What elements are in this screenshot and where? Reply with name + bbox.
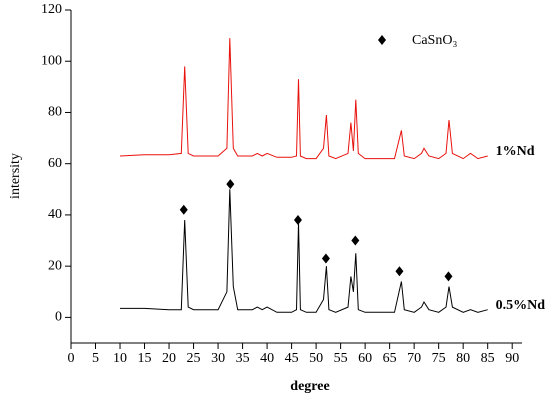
- x-tick-label: 0: [68, 351, 75, 366]
- y-tick-label: 40: [48, 207, 62, 222]
- peak-marker: [293, 215, 302, 226]
- x-tick-label: 25: [187, 351, 201, 366]
- x-tick-label: 20: [162, 351, 176, 366]
- x-tick-label: 5: [92, 351, 99, 366]
- x-tick-label: 60: [358, 351, 372, 366]
- series-label: 0.5%Nd: [496, 298, 546, 313]
- x-tick-label: 90: [505, 351, 519, 366]
- peak-marker: [179, 204, 188, 215]
- x-tick-label: 30: [211, 351, 225, 366]
- y-tick-label: 80: [48, 105, 62, 120]
- y-tick-label: 60: [48, 156, 62, 171]
- y-tick-label: 20: [48, 258, 62, 273]
- peak-marker: [226, 179, 235, 190]
- peak-marker: [351, 235, 360, 246]
- x-tick-label: 15: [138, 351, 152, 366]
- peak-marker: [321, 253, 330, 264]
- x-tick-label: 70: [407, 351, 421, 366]
- x-tick-label: 75: [432, 351, 446, 366]
- x-tick-label: 50: [309, 351, 323, 366]
- series-label: 1%Nd: [496, 144, 535, 159]
- series-line: [120, 189, 488, 313]
- x-tick-label: 65: [383, 351, 397, 366]
- x-tick-label: 85: [481, 351, 495, 366]
- x-tick-label: 10: [113, 351, 127, 366]
- x-axis-label: degree: [290, 379, 329, 394]
- peak-marker: [395, 266, 404, 277]
- x-tick-label: 40: [260, 351, 274, 366]
- peak-marker: [444, 271, 453, 282]
- legend-label: CaSnO₃: [412, 33, 457, 48]
- legend-marker: [378, 35, 386, 45]
- x-tick-label: 55: [334, 351, 348, 366]
- y-tick-label: 120: [41, 2, 62, 17]
- x-tick-label: 80: [456, 351, 470, 366]
- x-tick-label: 35: [236, 351, 250, 366]
- y-axis-label: intersity: [8, 153, 23, 199]
- y-tick-label: 0: [55, 310, 62, 325]
- y-tick-label: 100: [41, 53, 62, 68]
- x-tick-label: 45: [285, 351, 299, 366]
- series-line: [119, 38, 488, 160]
